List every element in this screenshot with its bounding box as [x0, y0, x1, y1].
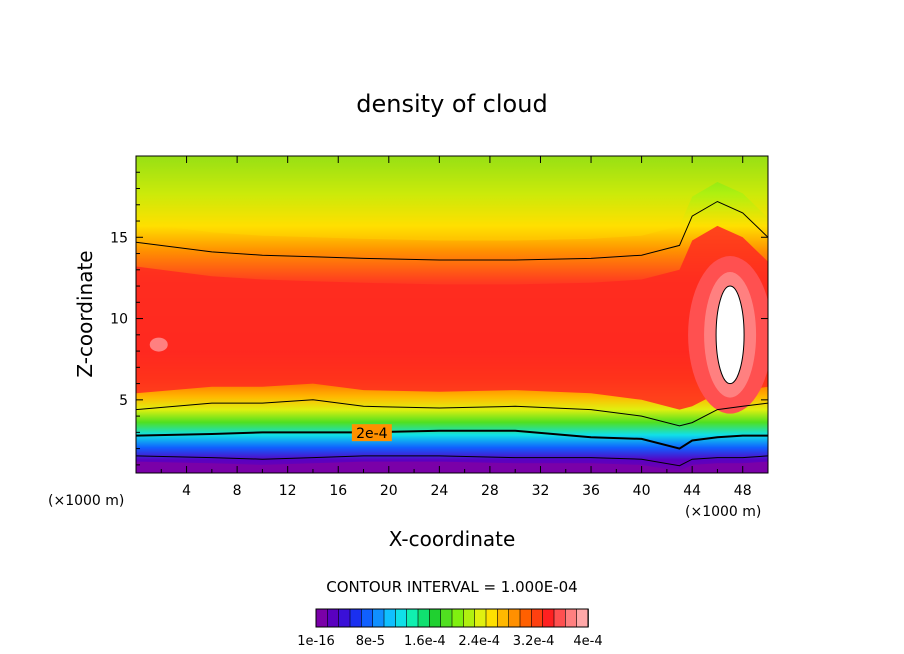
x-tick-label: 40: [633, 483, 651, 499]
x-tick-label: 48: [734, 483, 752, 499]
x-tick-label: 16: [329, 483, 347, 499]
colorbar-swatch: [463, 608, 476, 628]
max-region: [715, 285, 745, 385]
core-region: [136, 225, 768, 410]
colorbar-label: 4e-4: [573, 634, 602, 649]
plot-area: 2e-4: [136, 156, 768, 473]
x-tick-label: 44: [683, 483, 701, 499]
contour-line-upper: [136, 200, 768, 261]
upper-halo-region: [136, 156, 768, 241]
colorbar-label: 1e-16: [297, 634, 335, 649]
x-axis-label: X-coordinate: [389, 527, 516, 551]
colorbar-swatch: [565, 608, 578, 628]
cloud-base-region: [136, 461, 768, 473]
colorbar-swatch: [519, 608, 533, 628]
plot-frame: [135, 155, 769, 474]
contour-interval-note: CONTOUR INTERVAL = 1.000E-04: [326, 578, 577, 596]
colorbar-swatch: [474, 608, 487, 628]
field-overlays: 2e-4: [136, 156, 768, 473]
colorbar-label: 2.4e-4: [458, 634, 500, 649]
colorbar-swatch: [451, 608, 465, 628]
colorbar-label: 3.2e-4: [513, 634, 555, 649]
x-axis: 4 8 12 16 20 24 28 32 36 40 44 48: [160, 156, 752, 499]
x-tick-label: 28: [481, 483, 499, 499]
x-tick-label: 12: [279, 483, 297, 499]
colorbar-swatch: [429, 608, 442, 628]
colorbar-swatch: [531, 608, 544, 628]
colorbar: 1e-16 8e-5 1.6e-4 2.4e-4 3.2e-4 4e-4: [297, 608, 603, 649]
y-tick-label: 10: [110, 312, 128, 328]
x-tick-label: 24: [430, 483, 448, 499]
contour-line-2e4: [136, 429, 768, 450]
colorbar-swatch: [417, 608, 431, 628]
colorbar-swatch: [349, 608, 363, 628]
x-unit-left: (×1000 m): [48, 493, 124, 509]
contour-line-base: [136, 455, 768, 467]
colorbar-swatch: [372, 608, 385, 628]
y-tick-label: 5: [119, 393, 128, 409]
colorbar-swatch: [406, 608, 419, 628]
colorbar-swatch: [576, 608, 589, 628]
x-tick-label: 20: [380, 483, 398, 499]
colorbar-frame: [315, 608, 589, 628]
contour-line-lower: [136, 399, 768, 427]
colorbar-swatch: [485, 608, 499, 628]
x-tick-label: 36: [582, 483, 600, 499]
colorbar-label: 1.6e-4: [404, 634, 446, 649]
y-tick-label: 15: [110, 230, 128, 246]
colorbar-swatch: [327, 608, 340, 628]
x-tick-label: 4: [182, 483, 191, 499]
colorbar-swatch: [440, 608, 453, 628]
colorbar-label: 8e-5: [356, 634, 385, 649]
y-axis-label: Z-coordinate: [73, 250, 97, 377]
colorbar-swatch: [497, 608, 510, 628]
colorbar-swatch: [542, 608, 555, 628]
x-tick-label: 8: [233, 483, 242, 499]
y-axis: 5 10 15: [110, 171, 768, 466]
colorbar-swatch: [338, 608, 351, 628]
contour-label: 2e-4: [356, 426, 388, 442]
x-unit-right: (×1000 m): [685, 504, 761, 520]
colorbar-swatch: [553, 608, 567, 628]
colorbar-swatch: [315, 608, 329, 628]
chart-title: density of cloud: [356, 90, 547, 118]
colorbar-swatch: [361, 608, 374, 628]
contour-label-bg: [351, 424, 392, 442]
colorbar-swatch: [383, 608, 397, 628]
colorbar-swatch: [508, 608, 521, 628]
left-local-max: [149, 337, 168, 352]
colorbar-swatch: [395, 608, 408, 628]
x-tick-label: 32: [532, 483, 550, 499]
